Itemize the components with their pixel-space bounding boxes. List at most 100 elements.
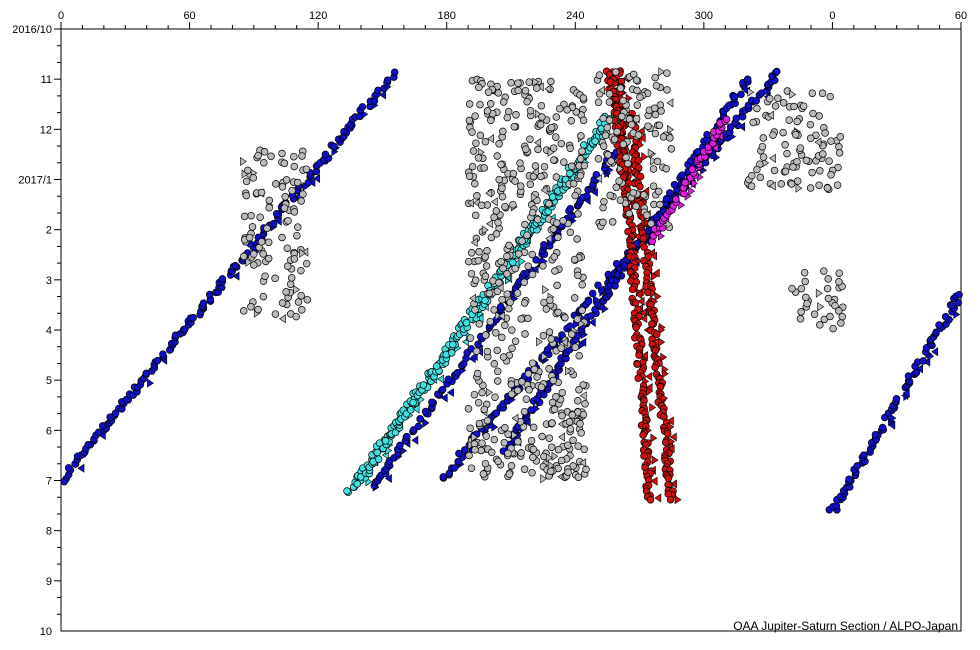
gray-scatter-point bbox=[475, 320, 484, 328]
gray-scatter-point bbox=[293, 231, 301, 240]
y-tick-label: 8 bbox=[46, 526, 52, 538]
gray-scatter-point bbox=[574, 473, 583, 481]
gray-scatter-point bbox=[551, 451, 559, 461]
red-spots-point bbox=[658, 337, 666, 347]
red-spots-point bbox=[651, 363, 659, 372]
blue-left-point bbox=[330, 142, 338, 151]
gray-scatter-point bbox=[555, 104, 564, 113]
gray-scatter-point bbox=[616, 84, 625, 92]
gray-scatter-point bbox=[497, 257, 505, 266]
blue-band-c-point bbox=[678, 171, 687, 179]
gray-scatter-point bbox=[659, 133, 668, 141]
gray-scatter-point bbox=[520, 465, 529, 474]
y-tick-label: 2 bbox=[46, 225, 52, 237]
data-points bbox=[60, 67, 963, 514]
gray-scatter-point bbox=[781, 141, 789, 149]
gray-scatter-point bbox=[835, 149, 844, 157]
gray-scatter-point bbox=[481, 331, 490, 339]
blue-right-wrap-point bbox=[845, 475, 853, 484]
gray-scatter-point bbox=[564, 441, 572, 449]
gray-scatter-point bbox=[240, 156, 247, 167]
blue-band-a-point bbox=[496, 303, 505, 311]
blue-right-wrap-point bbox=[941, 312, 950, 321]
red-spots-point bbox=[641, 351, 648, 361]
gray-scatter-point bbox=[787, 180, 796, 188]
gray-scatter-point bbox=[254, 151, 262, 160]
gray-scatter-point bbox=[240, 252, 248, 261]
gray-scatter-point bbox=[471, 432, 479, 442]
gray-scatter-point bbox=[575, 385, 583, 394]
blue-band-b-point bbox=[726, 123, 735, 131]
blue-band-a-point bbox=[384, 473, 392, 484]
gray-scatter-point bbox=[271, 310, 280, 318]
blue-band-a-point bbox=[414, 422, 423, 431]
blue-left-point bbox=[153, 356, 162, 365]
gray-scatter-point bbox=[521, 86, 530, 95]
gray-scatter-point bbox=[501, 321, 509, 330]
gray-scatter-point bbox=[574, 271, 582, 280]
gray-scatter-point bbox=[514, 437, 522, 446]
gray-scatter-point bbox=[747, 87, 755, 97]
red-spots-point bbox=[674, 495, 682, 505]
gray-scatter-point bbox=[770, 166, 779, 175]
gray-scatter-point bbox=[663, 69, 671, 77]
gray-scatter-point bbox=[267, 152, 275, 161]
blue-band-b-point bbox=[584, 297, 593, 306]
gray-scatter-point bbox=[497, 160, 505, 169]
gray-scatter-point bbox=[806, 134, 815, 143]
gray-scatter-point bbox=[281, 193, 289, 201]
gray-scatter-point bbox=[837, 319, 845, 327]
gray-scatter-point bbox=[657, 107, 665, 115]
gray-scatter-point bbox=[634, 131, 643, 139]
blue-band-c-point bbox=[662, 195, 671, 203]
gray-scatter-point bbox=[599, 114, 607, 123]
gray-scatter-point bbox=[577, 429, 585, 437]
gray-scatter-point bbox=[271, 274, 279, 283]
gray-scatter-point bbox=[250, 261, 258, 269]
gray-scatter-point bbox=[297, 291, 305, 300]
blue-band-a-point bbox=[428, 398, 436, 406]
gray-scatter-point bbox=[480, 405, 489, 414]
gray-scatter-point bbox=[570, 294, 579, 302]
red-spots-point bbox=[654, 291, 662, 302]
blue-right-wrap-point bbox=[955, 291, 963, 299]
red-spots-point bbox=[650, 288, 657, 298]
gray-scatter-point bbox=[286, 280, 295, 288]
gray-scatter-point bbox=[594, 155, 603, 163]
gray-scatter-point bbox=[796, 144, 805, 152]
gray-scatter-point bbox=[753, 165, 761, 174]
cyan-band-point bbox=[481, 296, 489, 305]
gray-scatter-point bbox=[647, 219, 655, 228]
gray-scatter-point bbox=[244, 166, 252, 175]
gray-scatter-point bbox=[471, 276, 480, 285]
gray-scatter-point bbox=[292, 312, 300, 321]
gray-scatter-point bbox=[467, 269, 476, 278]
gray-scatter-point bbox=[254, 305, 262, 314]
gray-scatter-point bbox=[605, 90, 614, 98]
gray-scatter-point bbox=[242, 177, 251, 186]
gray-scatter-point bbox=[576, 171, 585, 180]
gray-scatter-point bbox=[239, 307, 248, 315]
gray-scatter-point bbox=[466, 424, 474, 432]
gray-scatter-point bbox=[799, 102, 808, 110]
blue-band-c-point bbox=[579, 337, 587, 347]
gray-scatter-point bbox=[644, 122, 652, 130]
gray-scatter-point bbox=[284, 217, 292, 225]
gray-scatter-point bbox=[265, 203, 273, 212]
gray-scatter-point bbox=[483, 416, 492, 425]
gray-scatter-point bbox=[747, 182, 756, 190]
gray-scatter-point bbox=[567, 162, 576, 171]
gray-scatter-point bbox=[474, 154, 483, 162]
blue-left-point bbox=[383, 76, 392, 84]
gray-scatter-point bbox=[490, 360, 499, 368]
gray-scatter-point bbox=[578, 319, 586, 329]
gray-scatter-point bbox=[818, 89, 827, 98]
gray-scatter-point bbox=[242, 191, 251, 200]
gray-scatter-point bbox=[484, 88, 493, 96]
magenta-spots-point bbox=[672, 195, 680, 204]
gray-scatter-point bbox=[612, 183, 621, 192]
gray-scatter-point bbox=[545, 234, 553, 244]
blue-left-point bbox=[60, 477, 68, 486]
gray-scatter-point bbox=[545, 199, 553, 208]
gray-scatter-point bbox=[613, 127, 621, 136]
